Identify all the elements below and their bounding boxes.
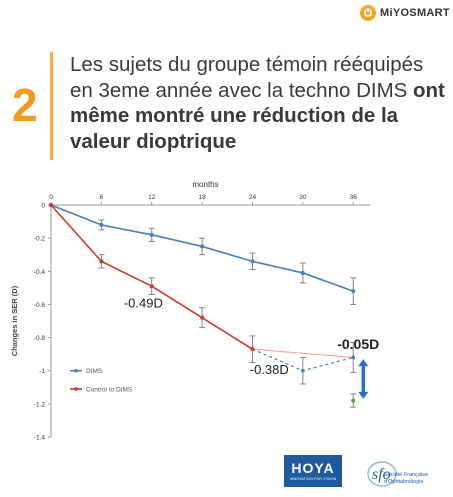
- double-arrow-head-up: [358, 359, 369, 367]
- y-tick-label: -0.6: [34, 302, 46, 309]
- y-tick-label: -0.2: [34, 236, 46, 243]
- sfo-line1: Société Française: [384, 472, 429, 478]
- headline-normal: Les sujets du groupe témoin rééquipés en…: [70, 53, 424, 102]
- svg-text:sfo: sfo: [372, 466, 391, 483]
- extension-point: [301, 368, 305, 373]
- x-tick-label: 0: [49, 194, 53, 201]
- extension-line-solid: [252, 348, 354, 359]
- series-point: [250, 347, 255, 352]
- y-tick-label: -0.4: [34, 269, 46, 276]
- series-point: [99, 259, 104, 264]
- hoya-tagline: INNOVATION FOR VISION: [289, 477, 337, 481]
- x-axis-title: months: [192, 180, 218, 189]
- x-tick-label: 24: [249, 194, 257, 201]
- series-point: [99, 222, 104, 227]
- x-tick-label: 30: [299, 194, 307, 201]
- series-point: [351, 289, 356, 294]
- data-annotation: -0.49D: [124, 296, 163, 311]
- series-point: [49, 203, 53, 207]
- y-tick-label: -1: [39, 368, 45, 375]
- data-annotation: -0.05D: [337, 336, 379, 352]
- legend-marker: [74, 387, 78, 391]
- series-point: [149, 232, 154, 237]
- series-point: [200, 244, 205, 249]
- brand-logo: MiYOSMART: [360, 0, 453, 26]
- x-tick-label: 6: [100, 194, 104, 201]
- series-point: [149, 284, 154, 289]
- series-point: [250, 259, 255, 264]
- x-tick-label: 12: [148, 194, 156, 201]
- data-annotation: -0.38D: [250, 362, 289, 377]
- legend-label: Control to DIMS: [86, 386, 133, 393]
- green-point: [351, 398, 356, 403]
- y-tick-label: -1.2: [34, 401, 46, 408]
- series-point: [300, 270, 305, 275]
- headline-bold: ont même montré une réduction de la vale…: [70, 78, 445, 153]
- x-tick-label: 18: [198, 194, 206, 201]
- hoya-logo-text: HOYA: [291, 460, 335, 476]
- accent-divider: [50, 52, 53, 160]
- sfo-line2: d'Ophtalmologie: [384, 478, 424, 485]
- series-line: [50, 204, 253, 350]
- y-tick-label: 0: [41, 203, 45, 210]
- sfo-logo-icon: sfo: [367, 461, 397, 487]
- hoya-logo: HOYA INNOVATION FOR VISION: [284, 455, 342, 487]
- x-tick-label: 36: [350, 194, 358, 201]
- double-arrow-head-down: [358, 391, 369, 399]
- slide-number: 2: [12, 79, 38, 131]
- line-chart: 0 6 12 18 24 30 36 0 -0.2 -0.4 -0.6 -0.8 -1 -1.2 -1.4 m…: [10, 180, 379, 442]
- y-tick-label: -1.4: [34, 435, 46, 442]
- legend-label: DIMS: [86, 368, 103, 375]
- y-axis-title: Changes in SER (D): [10, 285, 19, 356]
- brand-name: MiYOSMART: [380, 7, 450, 19]
- extension-point: [351, 355, 356, 360]
- legend-marker: [74, 368, 78, 373]
- y-tick-label: -0.8: [34, 335, 46, 342]
- headline: Les sujets du groupe témoin rééquipés en…: [70, 52, 450, 154]
- miyosmart-logo-icon: [360, 5, 376, 21]
- sfo-logo-text: Société Française d'Ophtalmologie: [384, 472, 444, 485]
- series-point: [200, 315, 205, 320]
